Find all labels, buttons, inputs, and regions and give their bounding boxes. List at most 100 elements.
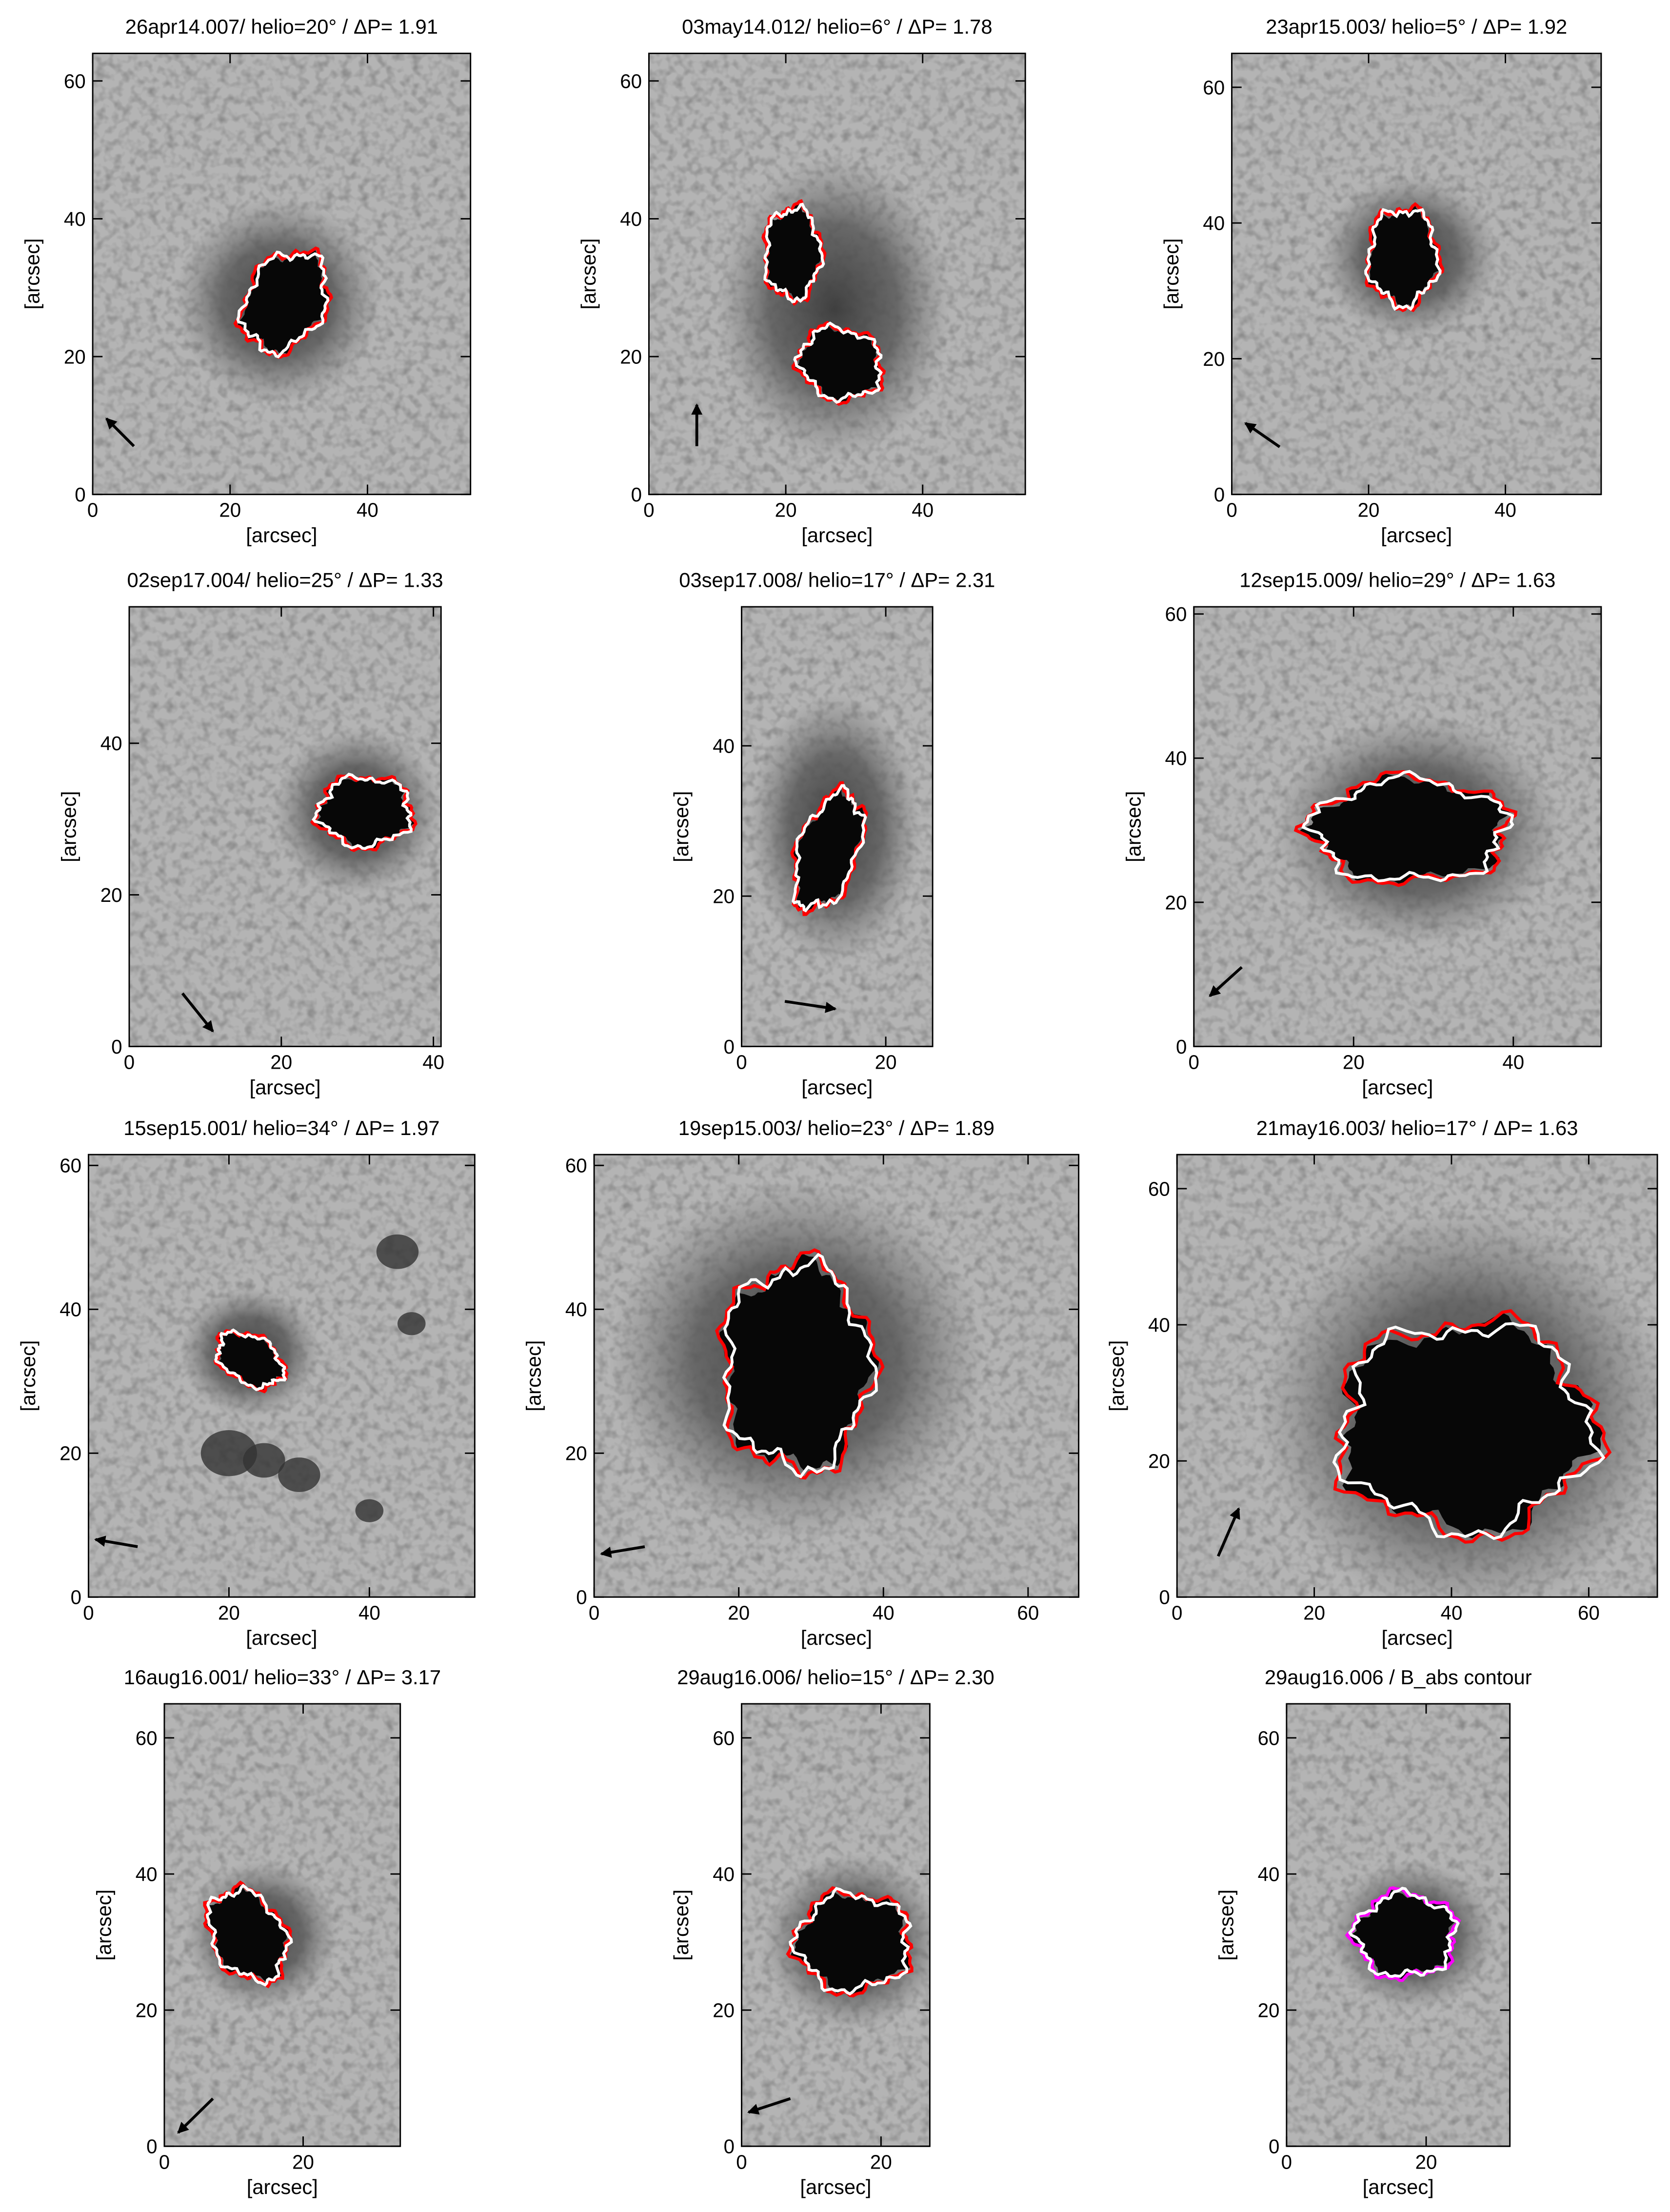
panel: 0 20 0 20 40 60 16aug16.001/ helio=33° / ΔP= 3… — [92, 1666, 441, 2198]
y-tick-label: 20 — [136, 2000, 158, 2022]
x-tick-label: 40 — [1502, 1051, 1524, 1073]
frame — [648, 52, 1026, 496]
umbra — [1368, 205, 1441, 309]
x-tick-label: 20 — [728, 1602, 750, 1624]
panel: 0 20 0 20 40 03sep17.008/ helio=17° / ΔP= 2.3… — [670, 569, 995, 1099]
orientation-arrow — [1216, 1507, 1240, 1557]
sunspot-image — [1193, 607, 1601, 1047]
y-axis-label: [arcsec] — [58, 791, 80, 862]
y-axis-label: [arcsec] — [1214, 1890, 1237, 1961]
contour-inner — [1332, 1322, 1606, 1540]
y-tick-label: 40 — [60, 1299, 81, 1321]
orientation-arrow — [784, 1000, 837, 1013]
panel: 0 20 40 0 20 40 60 12sep15.009/ helio=29° / ΔP=… — [1122, 569, 1602, 1098]
panel-title: 12sep15.009/ helio=29° / ΔP= 1.63 — [1239, 569, 1555, 592]
contour-inner — [236, 250, 330, 359]
frame — [1176, 1154, 1658, 1598]
panel: 0 20 40 0 20 40 60 15sep15.001/ helio=34° / ΔP=… — [17, 1116, 476, 1649]
y-tick-label: 40 — [1148, 1314, 1170, 1336]
sunspot-image — [93, 53, 471, 495]
x-axis-label: [arcsec] — [249, 1076, 320, 1098]
y-axis-label: [arcsec] — [522, 1340, 545, 1412]
y-tick-label: 40 — [1203, 213, 1225, 235]
sunspot-image — [741, 607, 933, 1047]
pore — [200, 1430, 257, 1476]
x-tick-label: 40 — [1441, 1602, 1463, 1624]
y-tick-label: 0 — [1269, 2136, 1279, 2158]
umbra — [763, 203, 824, 301]
x-axis-label: [arcsec] — [1363, 2175, 1434, 2198]
x-tick-label: 0 — [736, 1051, 747, 1073]
x-tick-label: 40 — [1494, 499, 1516, 521]
panel-title: 23apr15.003/ helio=5° / ΔP= 1.92 — [1266, 15, 1567, 38]
y-tick-label: 40 — [64, 208, 86, 230]
y-axis-label: [arcsec] — [670, 791, 693, 862]
x-axis-label: [arcsec] — [246, 1626, 317, 1649]
orientation-arrow — [1209, 966, 1243, 997]
frame — [128, 606, 442, 1047]
x-tick-label: 20 — [1303, 1602, 1325, 1624]
frame — [1193, 606, 1602, 1047]
panel: 0 20 40 60 0 20 40 60 19sep15.003/ helio=23° / Δ… — [522, 1116, 1080, 1649]
y-tick-label: 60 — [136, 1727, 158, 1749]
x-tick-label: 0 — [589, 1602, 599, 1624]
frame — [87, 1154, 476, 1598]
y-tick-label: 40 — [1165, 748, 1187, 770]
x-tick-label: 20 — [219, 499, 241, 521]
orientation-arrow — [177, 2097, 214, 2134]
y-tick-label: 20 — [1148, 1451, 1170, 1473]
x-axis-label: [arcsec] — [247, 2175, 318, 2198]
contour-inner — [214, 1328, 287, 1391]
contour-inner — [793, 321, 883, 404]
frame — [163, 1703, 401, 2147]
x-axis-label: [arcsec] — [801, 1076, 873, 1098]
umbra — [1341, 1312, 1603, 1538]
frame — [1231, 52, 1602, 496]
sunspot-image — [1232, 53, 1601, 495]
y-tick-label: 20 — [1165, 892, 1187, 914]
y-tick-label: 60 — [1148, 1178, 1170, 1200]
panel: 0 20 40 0 20 40 02sep17.004/ helio=25° / ΔP= 1… — [58, 569, 445, 1099]
y-tick-label: 60 — [1203, 77, 1225, 99]
y-tick-label: 0 — [631, 484, 642, 506]
x-tick-label: 20 — [1343, 1051, 1365, 1073]
x-axis-label: [arcsec] — [1382, 1626, 1453, 1649]
pore — [376, 1234, 419, 1269]
y-tick-label: 60 — [713, 1727, 735, 1749]
y-tick-label: 20 — [60, 1443, 81, 1465]
y-tick-label: 60 — [620, 70, 642, 92]
sunspot-image — [1177, 1155, 1658, 1597]
contour-inner — [1364, 208, 1442, 311]
y-axis-label: [arcsec] — [17, 1340, 40, 1412]
x-tick-label: 20 — [1415, 2151, 1437, 2173]
y-tick-label: 40 — [620, 208, 642, 230]
penumbra — [717, 157, 950, 460]
contour-inner — [206, 1883, 293, 1987]
frame — [741, 606, 934, 1047]
panel-title: 29aug16.006 / B_abs contour — [1265, 1666, 1532, 1689]
x-axis-label: [arcsec] — [246, 524, 317, 547]
sunspot-image — [129, 607, 441, 1047]
sunspot-image — [1286, 1704, 1510, 2147]
x-tick-label: 20 — [870, 2151, 892, 2173]
x-axis-label: [arcsec] — [801, 524, 873, 547]
x-tick-label: 40 — [358, 1602, 380, 1624]
y-tick-label: 60 — [565, 1155, 587, 1177]
x-tick-label: 0 — [83, 1602, 94, 1624]
y-axis-label: [arcsec] — [92, 1890, 115, 1961]
x-tick-label: 40 — [422, 1051, 444, 1073]
y-tick-label: 20 — [64, 346, 86, 368]
frame — [92, 52, 472, 496]
contour-inner — [312, 773, 413, 850]
x-axis-label: [arcsec] — [1381, 524, 1452, 547]
y-tick-label: 40 — [100, 733, 122, 755]
panel-title: 02sep17.004/ helio=25° / ΔP= 1.33 — [127, 569, 443, 592]
y-axis-label: [arcsec] — [1105, 1340, 1128, 1412]
x-tick-label: 0 — [643, 499, 654, 521]
sunspot-image — [594, 1155, 1079, 1597]
sunspot-image — [88, 1155, 475, 1597]
y-tick-label: 0 — [1214, 484, 1225, 506]
x-tick-label: 0 — [159, 2151, 170, 2173]
